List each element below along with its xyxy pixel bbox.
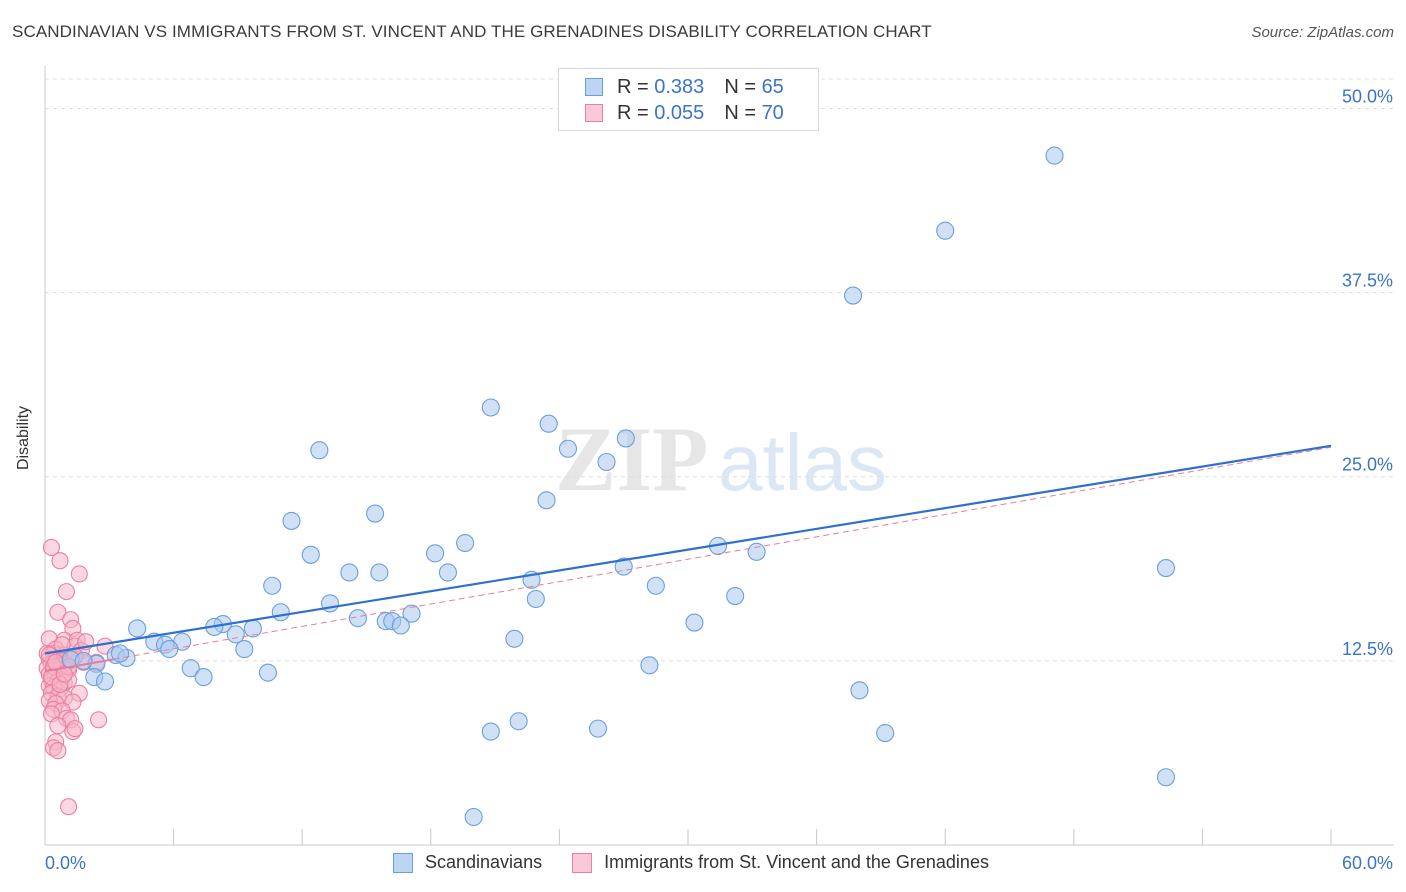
scandinavian-point [340,563,359,582]
scandinavian-point [726,586,745,606]
correlation-legend: R = 0.383 N = 65 R = 0.055 N = 70 [558,68,819,131]
scandinavian-point [370,563,389,582]
scandinavian-point [74,651,93,670]
scandinavian-point [391,616,410,635]
scandinavian-point [1156,768,1176,787]
scandinavian-point [263,576,282,595]
scandinavian-point [95,672,115,691]
legend-item-immigrants[interactable]: Immigrants from St. Vincent and the Gren… [572,852,989,873]
scandinavian-point [481,398,500,417]
scandinavian-point [539,414,558,433]
immigrant-point [49,742,67,760]
scandinavian-point [426,544,445,563]
scandinavian-point [194,668,213,687]
scandinavian-point [509,712,528,731]
scandinavian-point [271,603,290,622]
y-tick-label: 37.5% [1342,271,1393,291]
immigrant-point [66,720,84,738]
scandinavian-point [558,439,578,458]
scandinavian-point [1156,559,1176,578]
y-tick-label: 12.5% [1342,639,1393,659]
immigrant-point [57,583,75,601]
scandinavian-point [243,619,262,638]
scandinavian-point [226,625,245,644]
scandinavian-point [402,604,421,623]
r-value: 0.055 [654,101,705,124]
scandinavian-point [181,659,200,678]
y-tick-label: 25.0% [1342,455,1393,475]
scandinavian-point [646,576,665,595]
scandinavian-point [366,504,385,523]
scandinavian-point [588,719,608,738]
immigrant-point [55,665,73,683]
r-label: R = [617,101,649,124]
chart-title: SCANDINAVIAN VS IMMIGRANTS FROM ST. VINC… [12,22,932,41]
r-value: 0.383 [654,75,705,98]
scandinavian-point [843,286,863,305]
y-tick-label: 50.0% [1342,86,1393,106]
scandinavian-point [850,681,869,700]
n-label: N = [724,75,756,98]
blue-swatch-icon [585,78,603,96]
immigrants-trend-segment [44,658,114,673]
scandinavians-trend-line [44,444,1332,655]
scandinavian-point [505,629,524,648]
scandinavian-point [685,613,704,632]
scandinavian-point [464,807,483,827]
legend-label: Scandinavians [425,852,543,872]
scandinavian-point [936,221,955,240]
n-value: 65 [761,75,784,98]
scandinavian-point [481,722,500,741]
watermark-atlas: atlas [718,418,887,507]
scandinavian-point [348,609,367,628]
scandinavians-series [61,146,1176,827]
immigrant-point [53,636,71,654]
x-tick-label: 60.0% [1342,853,1393,873]
scandinavian-point [310,441,329,460]
scandinavian-point [876,723,895,743]
legend-label: Immigrants from St. Vincent and the Gren… [604,852,989,872]
scandinavian-point [235,640,254,659]
series-legend: Scandinavians Immigrants from St. Vincen… [393,852,1019,873]
immigrant-point [49,717,67,735]
scandinavian-point [258,663,277,682]
scandinavian-point [282,511,301,530]
legend-row-immigrants: R = 0.055 N = 70 [585,101,784,125]
scandinavian-point [301,545,320,564]
scandinavian-point [438,563,457,582]
scandinavian-point [597,452,616,472]
immigrant-point [42,538,60,556]
watermark-zip: ZIP [555,408,708,510]
pink-swatch-icon [585,104,603,122]
immigrants-trend-line [44,446,1332,672]
pink-swatch-icon [572,852,593,873]
scandinavian-point [160,640,179,659]
legend-item-scandinavians[interactable]: Scandinavians [393,852,542,873]
scandinavian-point [640,656,659,675]
r-label: R = [617,75,649,98]
scandinavian-point [1045,146,1064,165]
scandinavian-point [747,542,766,561]
scandinavian-point [526,589,545,609]
immigrant-point [70,565,88,583]
immigrant-point [51,552,69,570]
immigrant-point [49,603,67,621]
n-label: N = [724,101,756,124]
source-label: Source: ZipAtlas.com [1251,24,1394,41]
x-tick-label: 0.0% [45,853,86,873]
blue-swatch-icon [393,852,413,873]
immigrants-series [38,538,114,816]
scandinavian-point [128,619,147,638]
n-value: 70 [761,101,784,124]
scandinavian-point [616,429,635,448]
immigrant-point [90,711,108,729]
immigrant-point [60,798,78,816]
scandinavian-point [537,491,556,510]
legend-row-scandinavians: R = 0.383 N = 65 [585,75,784,99]
scandinavian-point [456,533,475,553]
